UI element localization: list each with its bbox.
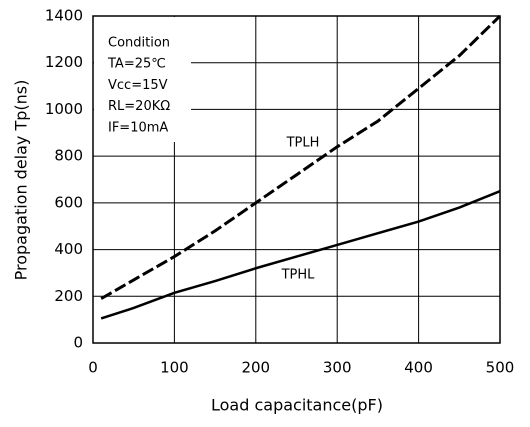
- x-tick-label: 300: [323, 359, 352, 377]
- plot-frame: [92, 15, 501, 344]
- series-line: [100, 190, 501, 320]
- y-tick-label: 0: [73, 334, 83, 352]
- condition-box: [94, 17, 191, 142]
- condition-text: Condition: [108, 36, 170, 51]
- y-axis-label: Propagation delay Tp(ns): [12, 80, 31, 281]
- condition-text: TA=25℃: [107, 57, 166, 72]
- y-tick-label: 800: [54, 147, 83, 165]
- y-tick-label: 200: [54, 287, 83, 305]
- y-tick-label: 1000: [45, 100, 83, 118]
- x-tick-label: 100: [160, 359, 189, 377]
- x-tick-label: 500: [486, 359, 515, 377]
- condition-text: Vcc=15V: [108, 78, 168, 93]
- y-tick-label: 1400: [45, 7, 83, 25]
- y-tick-label: 1200: [45, 53, 83, 71]
- condition-text: IF=10mA: [108, 120, 168, 135]
- series-line: [100, 14, 502, 300]
- x-axis-label: Load capacitance(pF): [211, 396, 383, 415]
- x-tick-label: 200: [241, 359, 270, 377]
- y-tick-label: 600: [54, 193, 83, 211]
- x-tick-label: 400: [404, 359, 433, 377]
- x-tick-label: 0: [88, 359, 98, 377]
- series-label: TPHL: [281, 268, 316, 283]
- y-tick-label: 400: [54, 240, 83, 258]
- condition-text: RL=20KΩ: [108, 99, 170, 114]
- series-label: TPLH: [286, 136, 320, 151]
